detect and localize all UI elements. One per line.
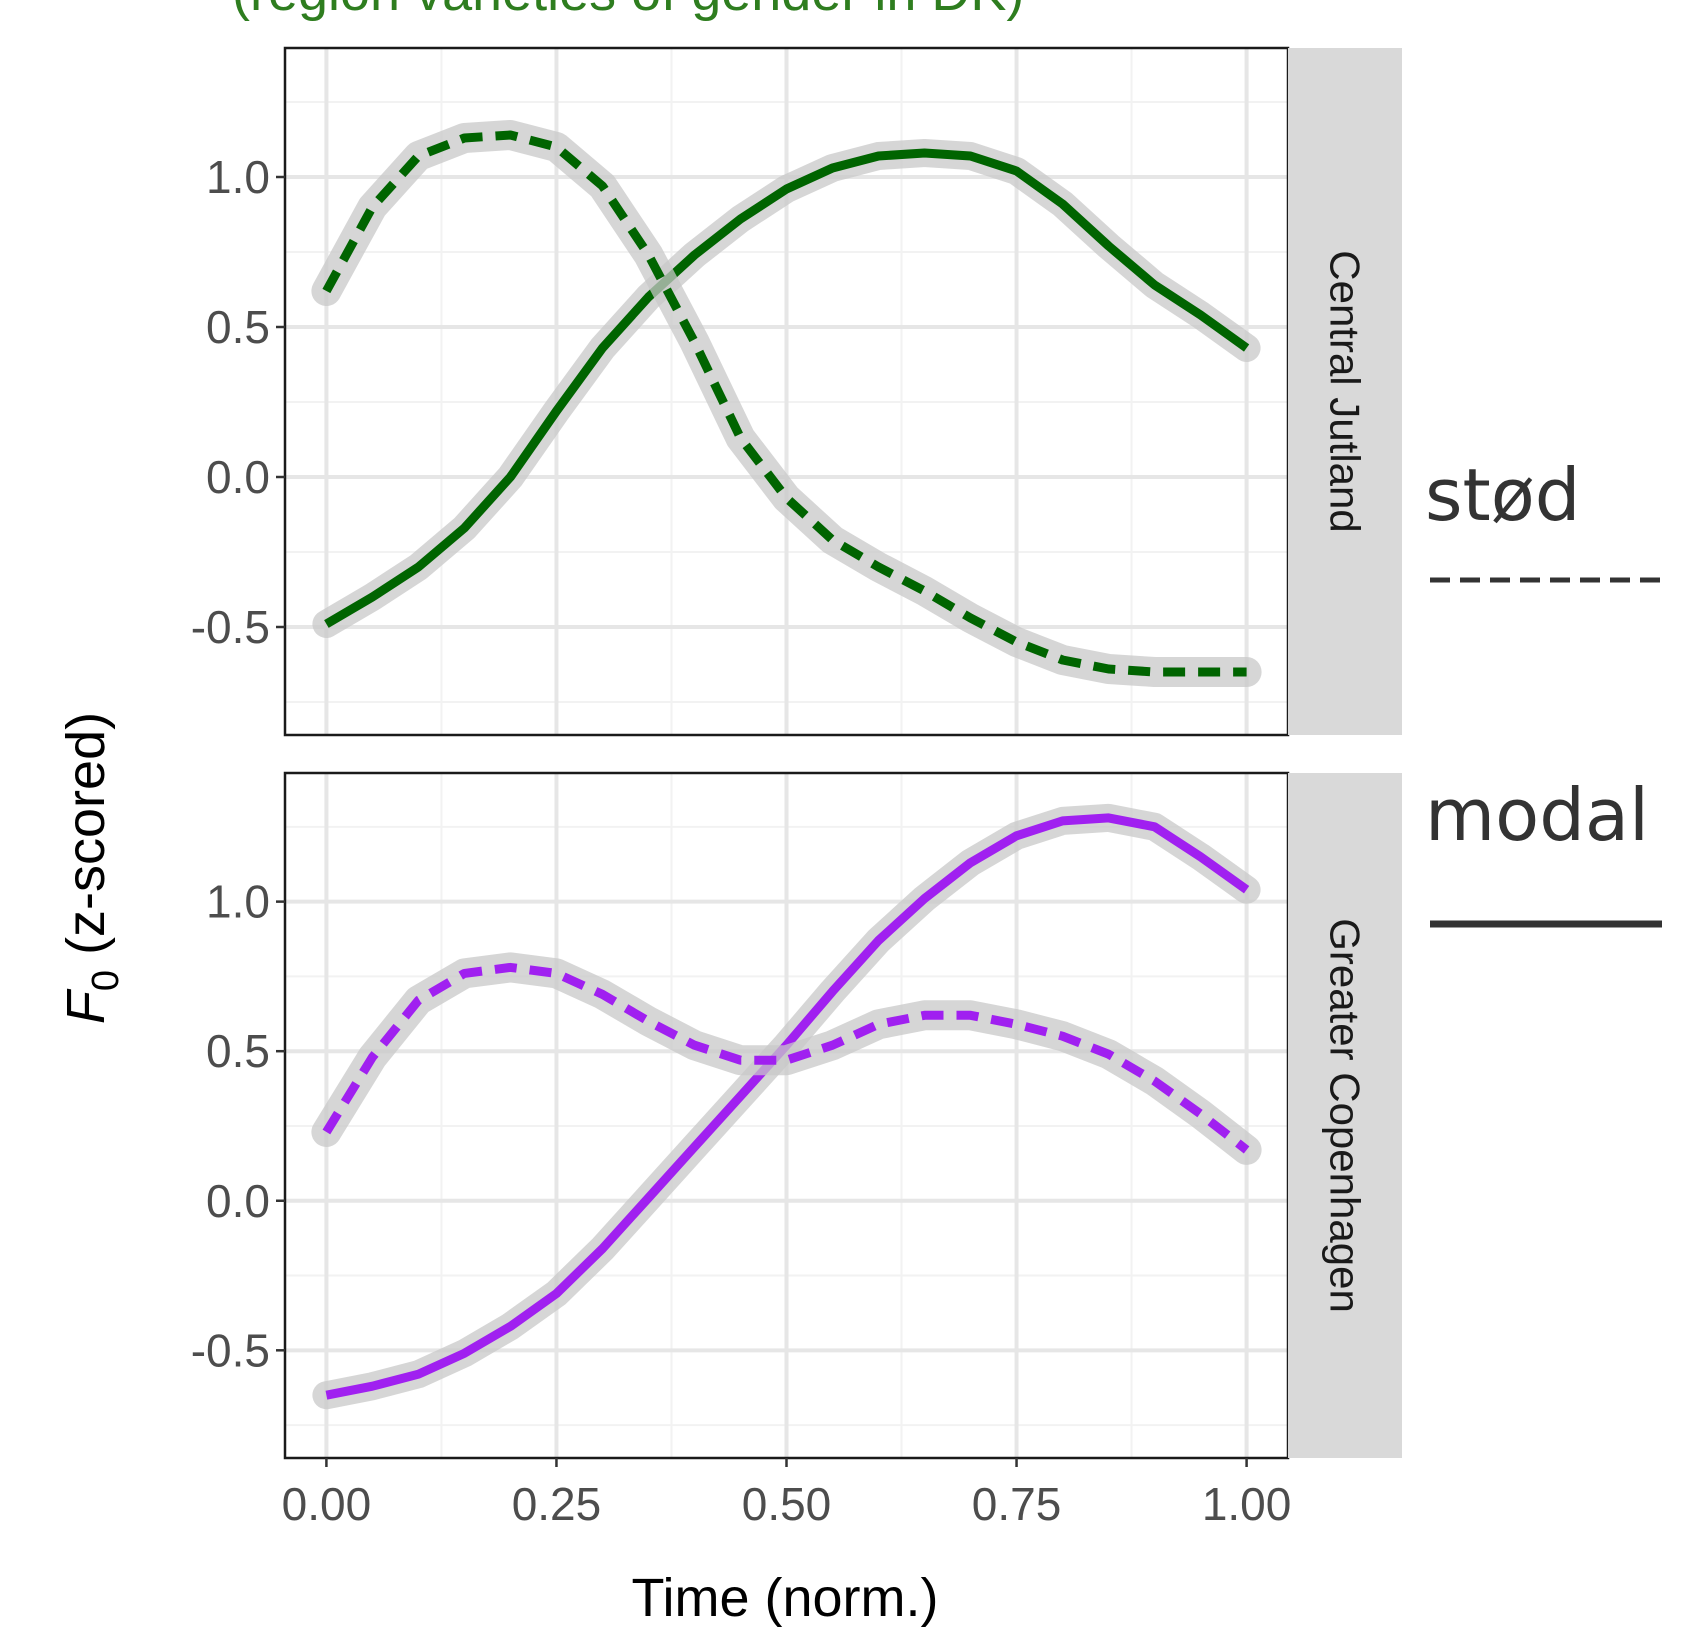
legend-label: stød (1425, 453, 1581, 537)
y-tick-label: 1.0 (206, 876, 270, 928)
y-axis-title-sub: 0 (85, 970, 127, 991)
line-stød (322, 130, 1247, 677)
line-stød (322, 962, 1250, 1154)
panel-1: Central Jutland -0.5 0.0 0.5 1.0 (191, 46, 1402, 737)
line-modal (324, 148, 1250, 628)
y-axis-title-text: F0 (z-scored) (56, 712, 127, 1024)
legend: stød modal (1425, 453, 1662, 928)
x-axis-title: Time (norm.) (632, 1568, 939, 1628)
x-tick-label: 1.00 (1202, 1478, 1292, 1530)
y-tick-label: 0.5 (206, 301, 270, 353)
y-tick-label: 0.0 (206, 1175, 270, 1227)
y-axis-title: F0 (z-scored) (56, 712, 127, 1024)
x-axis: 0.00 0.25 0.50 0.75 1.00 (282, 1458, 1292, 1530)
top-caption-area: (region varieties of gender in DK) (232, 0, 1024, 22)
strip-background (1288, 48, 1402, 735)
y-axis-title-rest: (z-scored) (56, 712, 116, 970)
strip-background (1288, 773, 1402, 1458)
y-tick-label: 0.5 (206, 1025, 270, 1077)
y-tick-label: 1.0 (206, 151, 270, 203)
y-tick-label: -0.5 (191, 1324, 270, 1376)
strip-label: Greater Copenhagen (1322, 918, 1369, 1313)
legend-label: modal (1425, 773, 1649, 857)
top-caption: (region varieties of gender in DK) (232, 0, 1024, 22)
x-tick-label: 0.50 (742, 1478, 832, 1530)
strip-label: Central Jutland (1322, 250, 1369, 533)
y-axis-title-main: F (56, 988, 116, 1024)
y-tick-label: 0.0 (206, 451, 270, 503)
x-tick-label: 0.25 (512, 1478, 602, 1530)
x-tick-label: 0.00 (282, 1478, 372, 1530)
panel-2: Greater Copenhagen -0.5 0.0 0.5 1.0 (191, 771, 1402, 1460)
y-tick-label: -0.5 (191, 601, 270, 653)
x-tick-label: 0.75 (972, 1478, 1062, 1530)
